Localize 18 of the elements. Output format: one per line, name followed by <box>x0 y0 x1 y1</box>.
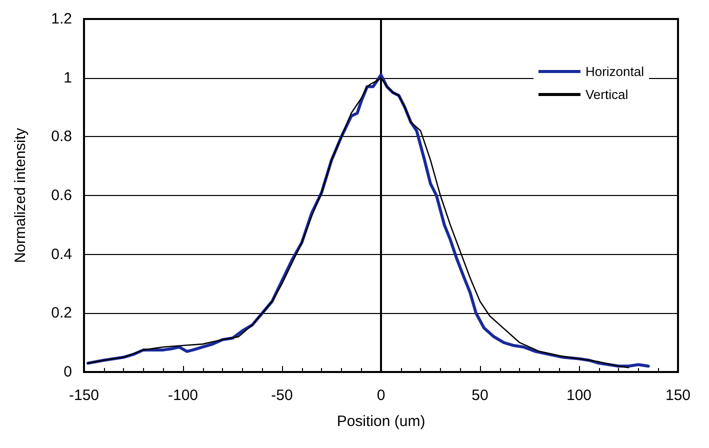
y-tick-label: 0.4 <box>51 246 72 263</box>
y-tick-label: 0 <box>64 364 72 380</box>
x-tick-label: -100 <box>168 387 198 404</box>
y-tick-label: 1 <box>64 69 72 86</box>
y-tick-label: 0.2 <box>51 304 72 322</box>
y-axis-title: Normalized intensity <box>12 127 29 264</box>
legend-label: Horizontal <box>585 64 644 79</box>
y-tick-label: 0.8 <box>51 128 72 146</box>
x-tick-label: 150 <box>665 387 691 404</box>
x-tick-label: 0 <box>376 387 386 404</box>
x-tick-label: -150 <box>68 387 100 404</box>
x-tick-label: -50 <box>271 387 293 404</box>
x-axis-title: Position (um) <box>336 413 426 430</box>
y-tick-label: 1.2 <box>51 10 72 28</box>
x-tick-label: 100 <box>566 387 592 404</box>
legend-label: Vertical <box>585 87 628 102</box>
x-tick-label: 50 <box>472 387 488 404</box>
y-tick-label: 0.6 <box>51 187 72 204</box>
